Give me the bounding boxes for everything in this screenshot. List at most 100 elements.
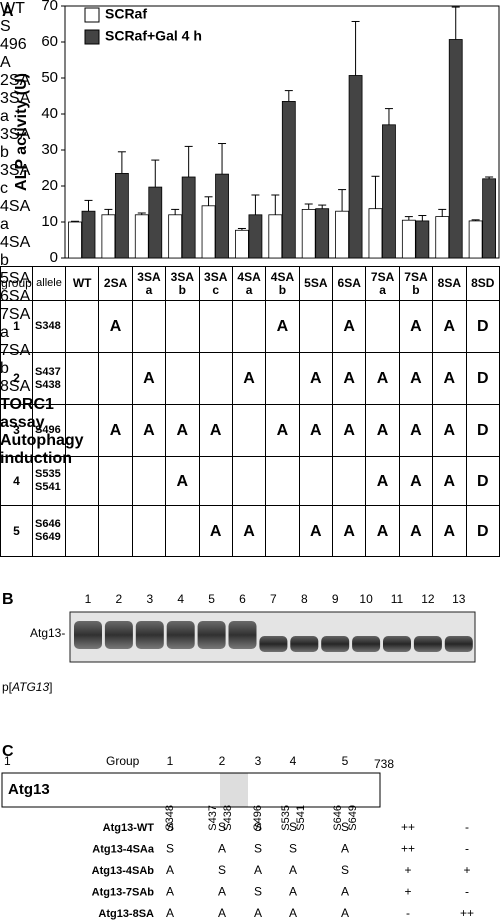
cell: [265, 456, 300, 506]
legend-swatch: [84, 29, 100, 45]
end-residue: 738: [374, 757, 394, 771]
y-tick-label: 40: [41, 105, 58, 122]
cell: A: [432, 505, 467, 557]
blot-band: [444, 636, 473, 652]
bar: [134, 214, 149, 259]
table-header: 5SA: [298, 266, 334, 301]
table-header: 6SA: [331, 266, 367, 301]
row-name: Atg13-8SA: [98, 908, 154, 920]
error-bar: [137, 212, 146, 215]
error-bar: [218, 143, 227, 175]
cell: A: [365, 505, 400, 557]
cell: A: [432, 300, 467, 353]
cell: A: [98, 404, 133, 457]
site: A: [289, 906, 297, 920]
site: S: [254, 842, 262, 856]
cell: A: [265, 300, 300, 353]
site: A: [341, 842, 349, 856]
row-name: Atg13-4SAa: [92, 843, 155, 855]
plasmid-prefix: p[: [2, 680, 13, 694]
site: A: [166, 906, 174, 920]
blot-band: [352, 636, 381, 652]
residue-label: S496: [252, 805, 264, 831]
bar: [348, 75, 363, 259]
bar: [114, 172, 129, 259]
bar: [268, 214, 283, 259]
legend-swatch: [84, 7, 100, 23]
bar: [435, 216, 450, 259]
cell: A: [298, 352, 334, 405]
cell: A: [398, 352, 434, 405]
lane-label: 3SA c: [0, 162, 30, 197]
cell: A: [398, 505, 434, 557]
site: S: [254, 820, 262, 834]
protein-name: Atg13: [8, 781, 50, 798]
lane-number: 9: [332, 592, 339, 606]
cell: A: [298, 404, 334, 457]
site: A: [166, 863, 174, 877]
lane-label: 2SA: [0, 72, 31, 89]
cell: [231, 456, 267, 506]
cell: [64, 404, 100, 457]
bar: [468, 220, 483, 259]
lane-number: 11: [391, 592, 404, 606]
cell: A: [398, 300, 434, 353]
residue-label: S348: [164, 805, 176, 831]
cell: D: [465, 456, 500, 506]
row-name: Atg13-4SAb: [92, 865, 155, 877]
torc1: +: [404, 885, 411, 899]
cell: A: [198, 404, 233, 457]
lane-number: 12: [421, 592, 435, 606]
plasmid-label: p[ATG13]: [2, 680, 52, 694]
cell: A: [298, 505, 334, 557]
bar: [235, 229, 249, 259]
lane-label: 3SA a: [0, 90, 30, 125]
lane-number: 4: [177, 592, 184, 606]
site: A: [254, 906, 262, 920]
site: A: [218, 906, 226, 920]
cell: A: [432, 456, 467, 506]
cell: D: [465, 505, 500, 557]
bar: [448, 39, 463, 259]
lane-number: 7: [270, 592, 277, 606]
lane-label: WT: [0, 0, 25, 17]
site: A: [218, 842, 226, 856]
group-cell: 2: [0, 352, 33, 405]
cell: [131, 300, 167, 353]
residue-label: S437: [207, 805, 219, 831]
blot-marker: Atg13-: [30, 626, 65, 640]
cell: A: [331, 404, 367, 457]
cell: [198, 300, 233, 353]
error-bar: [318, 204, 327, 209]
cell: [298, 456, 334, 506]
blot-band: [290, 636, 319, 652]
cell: A: [331, 300, 367, 353]
autophagy: -: [465, 820, 469, 834]
group-number: 5: [342, 754, 349, 768]
cell: [165, 505, 200, 557]
error-bar: [251, 194, 260, 215]
group-number: 2: [219, 754, 226, 768]
plasmid-suffix: ]: [49, 680, 52, 694]
residue-label: S649: [347, 805, 359, 831]
cell: [131, 456, 167, 506]
lane-label: S 496 A: [0, 18, 27, 71]
cell: [98, 352, 133, 405]
blot-band: [74, 621, 102, 649]
protein-box: [1, 772, 381, 808]
group-cell: 3: [0, 404, 33, 457]
group-number: 3: [255, 754, 262, 768]
group-cell: 4: [0, 456, 33, 506]
torc1: ++: [401, 820, 415, 834]
bar: [215, 173, 229, 259]
allele-cell: S437 S438: [32, 352, 66, 405]
y-tick-label: 10: [41, 213, 58, 230]
legend-label: SCRaf+Gal 4 h: [105, 28, 202, 44]
table-header: 4SA b: [265, 266, 300, 301]
cell: A: [331, 352, 367, 405]
cell: A: [432, 404, 467, 457]
panel-label: C: [2, 743, 14, 760]
lane-number: 5: [208, 592, 215, 606]
site: S: [166, 820, 174, 834]
cell: [198, 456, 233, 506]
